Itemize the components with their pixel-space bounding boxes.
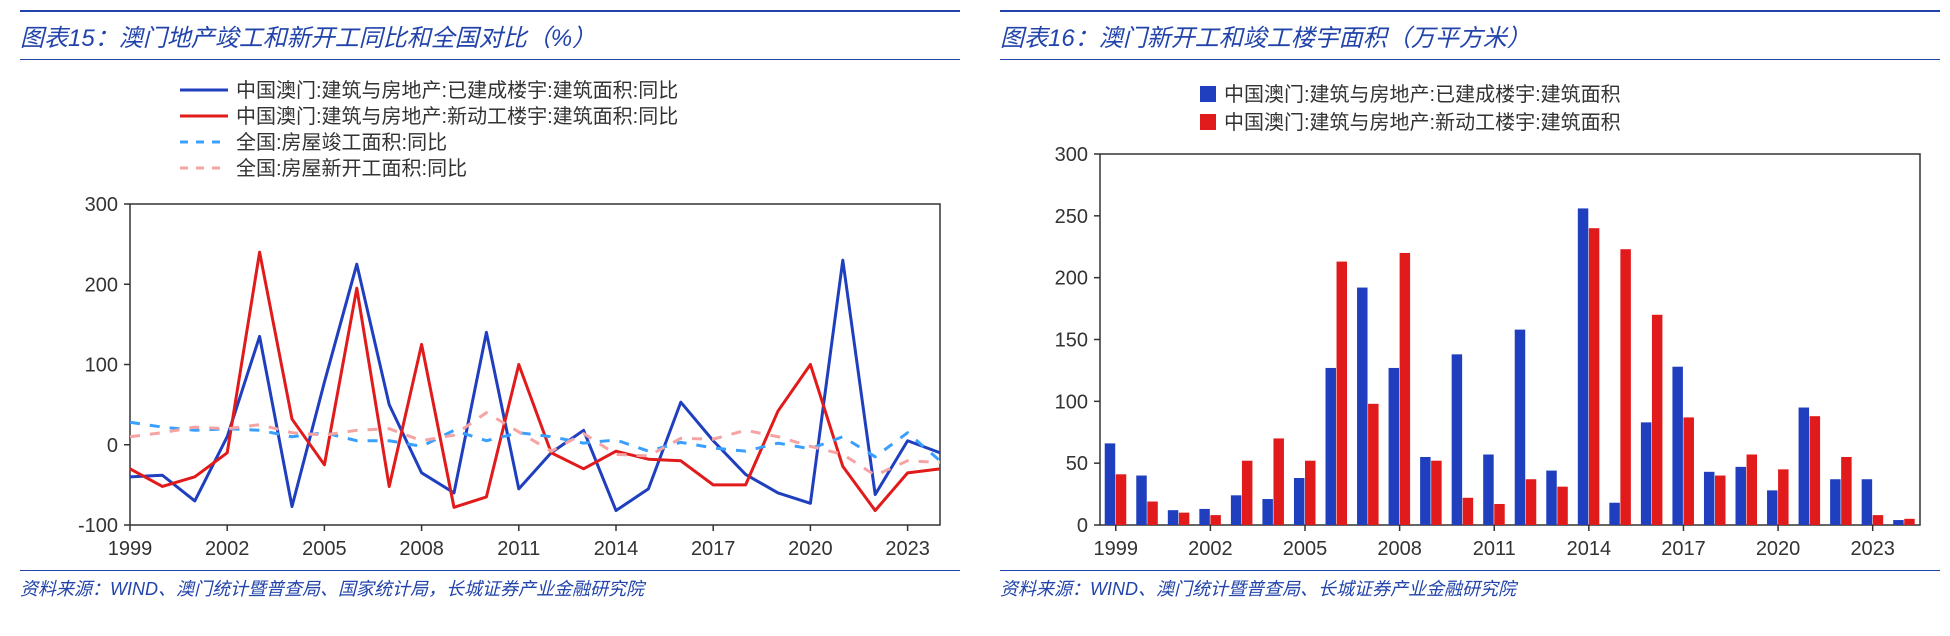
svg-text:2011: 2011 [497, 538, 540, 560]
svg-text:2020: 2020 [788, 538, 833, 560]
bar-chart-svg: 中国澳门:建筑与房地产:已建成楼宇:建筑面积中国澳门:建筑与房地产:新动工楼宇:… [1000, 70, 1940, 570]
svg-text:100: 100 [1055, 391, 1088, 413]
svg-text:全国:房屋新开工面积:同比: 全国:房屋新开工面积:同比 [236, 157, 467, 180]
svg-text:中国澳门:建筑与房地产:已建成楼宇:建筑面积:同比: 中国澳门:建筑与房地产:已建成楼宇:建筑面积:同比 [236, 79, 678, 102]
svg-text:2017: 2017 [1661, 538, 1706, 560]
svg-text:150: 150 [1055, 330, 1088, 352]
svg-text:2017: 2017 [691, 538, 736, 560]
svg-text:2008: 2008 [399, 538, 444, 560]
chart-left-title-text: 图表15：澳门地产竣工和新开工同比和全国对比（%） [20, 25, 596, 52]
chart-right-source-text: 资料来源：WIND、澳门统计暨普查局、长城证券产业金融研究院 [1000, 579, 1516, 599]
chart-right-source: 资料来源：WIND、澳门统计暨普查局、长城证券产业金融研究院 [1000, 570, 1940, 601]
svg-text:1999: 1999 [1094, 538, 1139, 560]
svg-text:2002: 2002 [1188, 538, 1233, 560]
svg-text:2002: 2002 [205, 538, 250, 560]
svg-text:2011: 2011 [1473, 538, 1516, 560]
svg-text:-100: -100 [78, 515, 118, 537]
svg-text:2014: 2014 [1567, 538, 1612, 560]
svg-text:2014: 2014 [594, 538, 639, 560]
line-chart-svg: 中国澳门:建筑与房地产:已建成楼宇:建筑面积:同比中国澳门:建筑与房地产:新动工… [20, 70, 960, 570]
chart-right-body: 中国澳门:建筑与房地产:已建成楼宇:建筑面积中国澳门:建筑与房地产:新动工楼宇:… [1000, 60, 1940, 570]
chart-right-title: 图表16：澳门新开工和竣工楼宇面积（万平方米） [1000, 10, 1940, 60]
svg-text:0: 0 [1077, 515, 1088, 537]
svg-text:300: 300 [1055, 144, 1088, 166]
chart-left-title: 图表15：澳门地产竣工和新开工同比和全国对比（%） [20, 10, 960, 60]
chart-left-source-text: 资料来源：WIND、澳门统计暨普查局、国家统计局，长城证券产业金融研究院 [20, 579, 644, 599]
charts-row: 图表15：澳门地产竣工和新开工同比和全国对比（%） 中国澳门:建筑与房地产:已建… [20, 10, 1930, 601]
chart-left-body: 中国澳门:建筑与房地产:已建成楼宇:建筑面积:同比中国澳门:建筑与房地产:新动工… [20, 60, 960, 570]
svg-text:2023: 2023 [885, 538, 930, 560]
svg-text:中国澳门:建筑与房地产:新动工楼宇:建筑面积: 中国澳门:建筑与房地产:新动工楼宇:建筑面积 [1224, 111, 1621, 134]
svg-text:2005: 2005 [1283, 538, 1328, 560]
svg-text:200: 200 [1055, 268, 1088, 290]
svg-text:2020: 2020 [1756, 538, 1801, 560]
svg-text:0: 0 [107, 435, 118, 457]
svg-text:全国:房屋竣工面积:同比: 全国:房屋竣工面积:同比 [236, 131, 447, 154]
chart-left-source: 资料来源：WIND、澳门统计暨普查局、国家统计局，长城证券产业金融研究院 [20, 570, 960, 601]
svg-text:50: 50 [1066, 453, 1088, 475]
svg-text:中国澳门:建筑与房地产:已建成楼宇:建筑面积: 中国澳门:建筑与房地产:已建成楼宇:建筑面积 [1224, 83, 1621, 106]
svg-text:2023: 2023 [1850, 538, 1895, 560]
svg-text:300: 300 [85, 194, 118, 216]
chart-right: 图表16：澳门新开工和竣工楼宇面积（万平方米） 中国澳门:建筑与房地产:已建成楼… [1000, 10, 1940, 601]
svg-text:100: 100 [85, 355, 118, 377]
chart-left: 图表15：澳门地产竣工和新开工同比和全国对比（%） 中国澳门:建筑与房地产:已建… [20, 10, 960, 601]
svg-text:2008: 2008 [1377, 538, 1422, 560]
svg-text:250: 250 [1055, 206, 1088, 228]
svg-text:2005: 2005 [302, 538, 347, 560]
svg-text:1999: 1999 [108, 538, 153, 560]
svg-text:中国澳门:建筑与房地产:新动工楼宇:建筑面积:同比: 中国澳门:建筑与房地产:新动工楼宇:建筑面积:同比 [236, 105, 678, 128]
chart-right-title-text: 图表16：澳门新开工和竣工楼宇面积（万平方米） [1000, 25, 1531, 52]
svg-text:200: 200 [85, 274, 118, 296]
